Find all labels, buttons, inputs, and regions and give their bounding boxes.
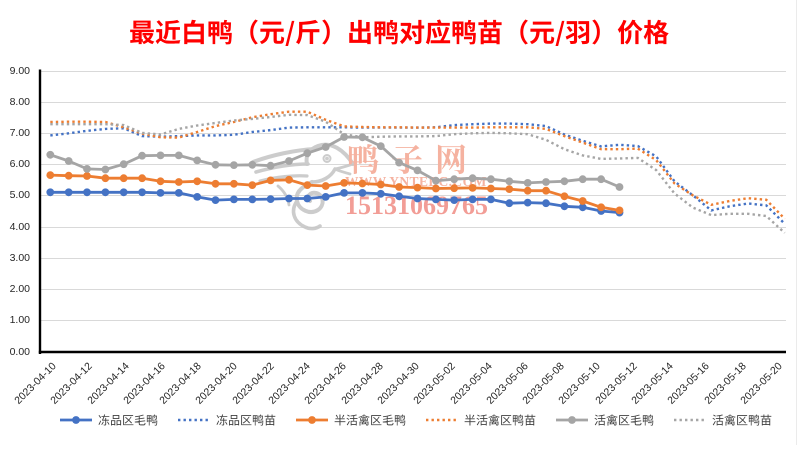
watermark-site-name <box>349 144 465 174</box>
legend-label <box>216 414 278 427</box>
y-tick-label: 1.00 <box>0 314 30 327</box>
legend-item-半活禽区鸭苗[interactable] <box>425 413 538 427</box>
legend-item-活禽区鸭苗[interactable] <box>673 413 774 427</box>
legend-item-冻品区毛鸭[interactable] <box>59 413 160 427</box>
y-tick-label: 5.00 <box>0 189 30 202</box>
duck-logo-icon <box>253 145 353 229</box>
legend-item-活禽区毛鸭[interactable] <box>555 413 656 427</box>
legend-label <box>334 414 408 427</box>
y-tick-label: 8.00 <box>0 96 30 109</box>
duck-price-chart-page: { "title": { "text": "最近白鸭（元/斤）出鸭对应鸭苗（元/… <box>0 0 800 445</box>
legend-label <box>464 414 538 427</box>
line-marker-swatch <box>59 413 94 427</box>
legend-label <box>712 414 774 427</box>
legend <box>40 408 793 432</box>
legend-item-冻品区鸭苗[interactable] <box>177 413 278 427</box>
y-tick-label: 6.00 <box>0 158 30 171</box>
legend-item-半活禽区毛鸭[interactable] <box>295 413 408 427</box>
series-活禽区毛鸭 <box>46 133 623 191</box>
line-marker-swatch <box>555 413 590 427</box>
series-冻品区毛鸭 <box>46 188 623 216</box>
legend-label <box>594 414 656 427</box>
y-tick-label: 2.00 <box>0 283 30 296</box>
dotted-line-swatch <box>673 413 708 427</box>
dotted-line-swatch <box>177 413 212 427</box>
y-tick-label: 3.00 <box>0 252 30 265</box>
y-tick-label: 4.00 <box>0 221 30 234</box>
dotted-line-swatch <box>425 413 460 427</box>
y-tick-label: 7.00 <box>0 127 30 140</box>
legend-label <box>98 414 160 427</box>
y-tick-label: 0.00 <box>0 346 30 359</box>
line-marker-swatch <box>295 413 330 427</box>
y-tick-label: 9.00 <box>0 65 30 78</box>
